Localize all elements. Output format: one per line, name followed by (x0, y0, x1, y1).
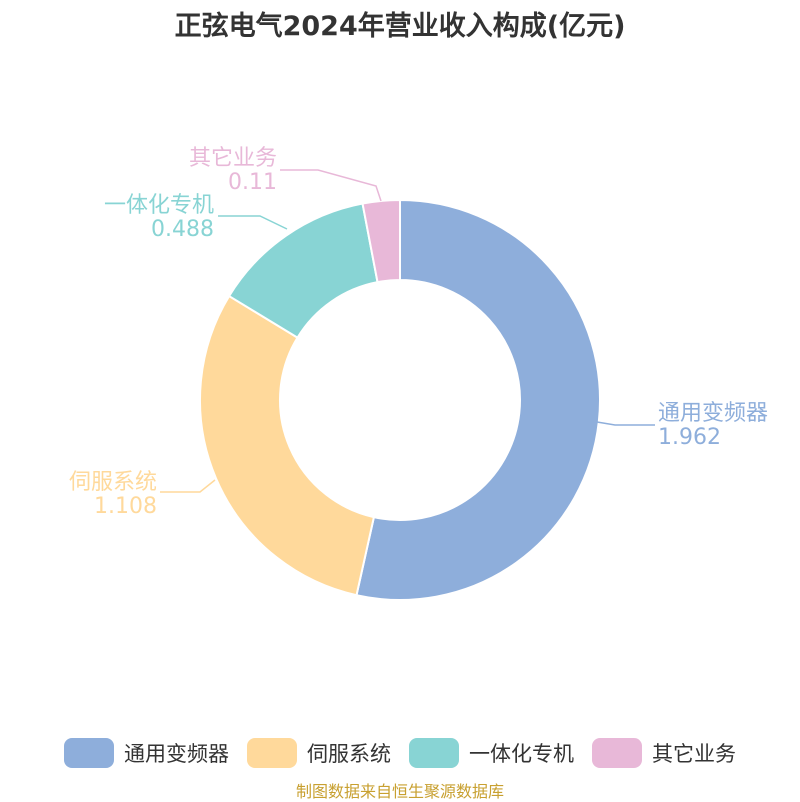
slice-value-label: 0.11 (228, 170, 277, 195)
legend-label: 一体化专机 (469, 742, 574, 766)
legend-swatch (64, 738, 114, 768)
legend-item[interactable]: 其它业务 (592, 738, 736, 768)
legend-swatch (247, 738, 297, 768)
legend-swatch (592, 738, 642, 768)
label-leader-line (280, 169, 382, 202)
slice-value-label: 0.488 (151, 217, 214, 242)
slice-value-label: 1.108 (94, 494, 157, 519)
slice-name-label: 一体化专机 (104, 193, 214, 218)
slice-name-label: 通用变频器 (658, 401, 768, 426)
slice-value-label: 1.962 (658, 425, 721, 450)
legend-label: 其它业务 (652, 742, 736, 766)
donut-slice[interactable] (199, 294, 376, 597)
label-leader-line (160, 479, 216, 493)
chart-title: 正弦电气2024年营业收入构成(亿元) (174, 11, 626, 42)
donut-slice[interactable] (355, 198, 601, 601)
slice-name-label: 其它业务 (189, 146, 277, 171)
legend-label: 伺服系统 (307, 742, 391, 766)
label-leader-line (596, 421, 655, 426)
legend-swatch (409, 738, 459, 768)
legend-label: 通用变频器 (124, 742, 229, 766)
legend: 通用变频器 伺服系统 一体化专机 其它业务 (0, 738, 800, 768)
slice-name-label: 伺服系统 (69, 470, 157, 495)
legend-item[interactable]: 伺服系统 (247, 738, 391, 768)
donut-slice[interactable] (361, 198, 401, 284)
legend-item[interactable]: 一体化专机 (409, 738, 574, 768)
label-leader-line (218, 215, 288, 230)
source-note: 制图数据来自恒生聚源数据库 (295, 782, 504, 801)
legend-item[interactable]: 通用变频器 (64, 738, 229, 768)
